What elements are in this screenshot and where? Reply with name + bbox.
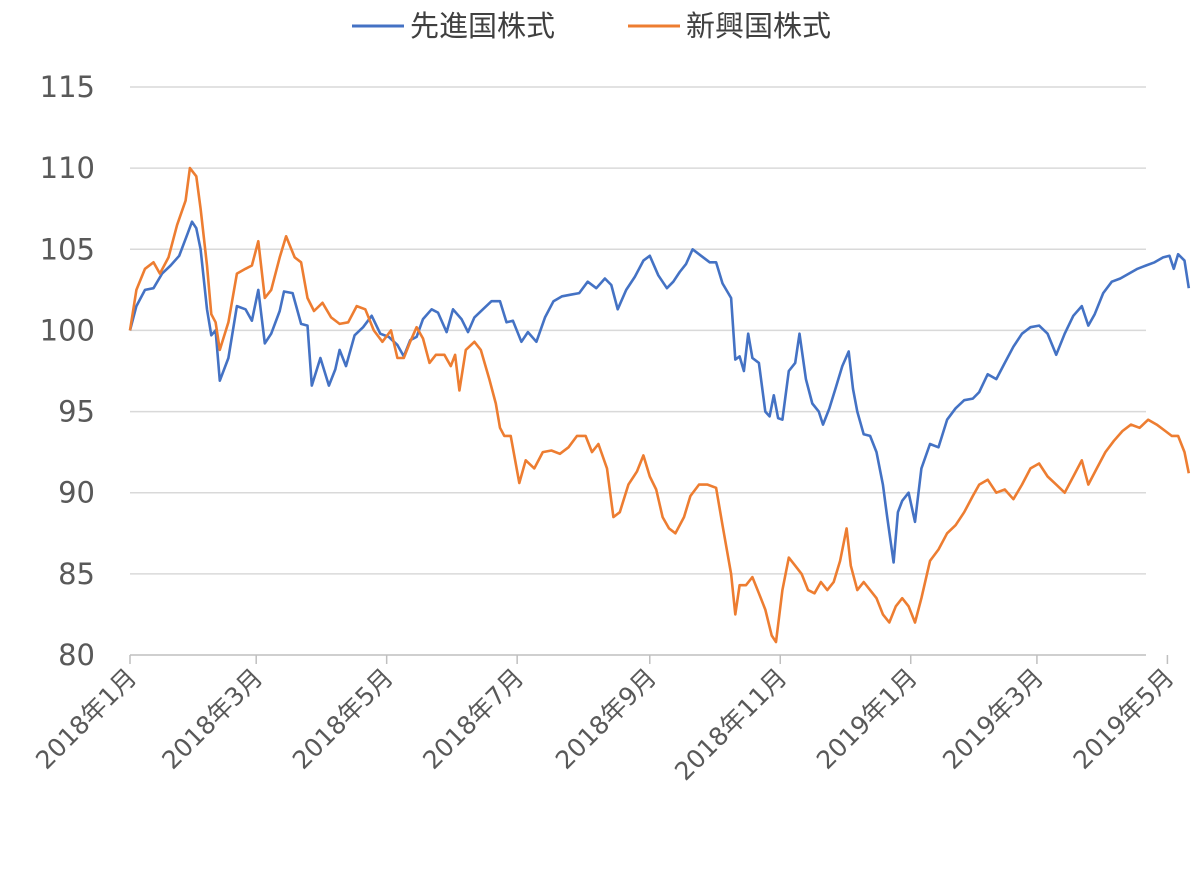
legend-label-emerging: 新興国株式 [686, 9, 831, 43]
x-tick-label: 2018年3月 [156, 663, 268, 775]
y-tick-label: 110 [40, 151, 95, 185]
series-line-emerging [128, 166, 1191, 644]
y-axis: 80 85 90 95 100 105 110 115 [40, 70, 95, 672]
x-tick-label: 2018年5月 [287, 663, 399, 775]
gridlines [130, 86, 1146, 575]
y-tick-label: 85 [58, 557, 95, 591]
x-axis: 2018年1月 2018年3月 2018年5月 2018年7月 2018年9月 2018年… [30, 654, 1180, 786]
x-tick-label: 2018年7月 [417, 663, 529, 775]
x-tick-label: 2019年1月 [811, 663, 923, 775]
legend-item-developed[interactable]: 先進国株式 [352, 9, 555, 43]
y-tick-label: 100 [40, 313, 95, 347]
chart-legend: 先進国株式 新興国株式 [352, 9, 831, 43]
series-line-developed [128, 220, 1191, 564]
x-tick-label: 2018年11月 [669, 663, 792, 786]
series-lines [128, 166, 1191, 644]
x-tick-label: 2019年5月 [1068, 663, 1180, 775]
x-tick-label: 2018年1月 [30, 663, 142, 775]
y-tick-label: 95 [58, 395, 95, 429]
x-tick-label: 2018年9月 [550, 663, 662, 775]
y-tick-label: 115 [40, 70, 95, 104]
legend-label-developed: 先進国株式 [410, 9, 555, 43]
y-tick-label: 80 [58, 638, 95, 672]
x-tick-label: 2019年3月 [937, 663, 1049, 775]
y-tick-label: 105 [40, 232, 95, 266]
y-tick-label: 90 [58, 476, 95, 510]
legend-item-emerging[interactable]: 新興国株式 [628, 9, 831, 43]
